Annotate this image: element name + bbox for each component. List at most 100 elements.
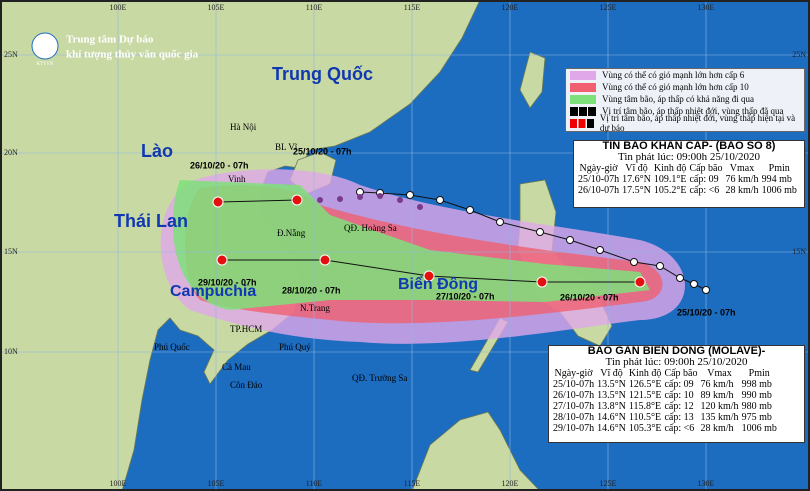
lat-label: 10N xyxy=(4,347,18,356)
table-cell: 109.1°E xyxy=(653,174,687,185)
table-cell: 13.8°N xyxy=(597,401,626,412)
header-cell: Ngày-giờ xyxy=(579,163,618,174)
header-cell: Vĩ độ xyxy=(625,163,648,174)
map-label: Biển Đông xyxy=(398,275,478,293)
table-cell: 998 mb xyxy=(741,379,772,390)
bulletin: TIN BAO KHAN CAP- (BAO SO 8) Tin phát lúc… xyxy=(573,140,805,208)
header-cell: Pmin xyxy=(768,163,790,174)
map-label: 25/10/20 - 07h xyxy=(293,146,352,156)
map-label: Hà Nội xyxy=(230,122,257,132)
map-label: Côn Đảo xyxy=(230,380,263,390)
table-cell: 13.5°N xyxy=(597,379,626,390)
lon-label: 115E xyxy=(404,479,421,488)
lon-label: 110E xyxy=(306,3,323,12)
table-row: 28/10-07h 14.6°N 110.5°E cấp: 13 135 km/h 975… xyxy=(553,412,780,423)
header-line: Trung tâm Dự báo xyxy=(66,34,154,46)
lon-label: 100E xyxy=(110,479,127,488)
table-cell: 76 km/h xyxy=(725,174,759,185)
header-cell: Vmax xyxy=(729,163,755,174)
legend-item: Vùng có thể có gió mạnh lớn hơn cấp 10 xyxy=(566,81,804,93)
lat-label: 25N xyxy=(4,50,18,59)
lat-label: 15N xyxy=(4,247,18,256)
past-position xyxy=(317,197,323,203)
map-label: QĐ. Trường Sa xyxy=(352,373,407,383)
table-cell: 121.5°E xyxy=(628,390,662,401)
logo xyxy=(31,32,59,60)
past-position xyxy=(466,206,474,214)
map-label: 28/10/20 - 07h xyxy=(282,285,341,295)
table-cell: 25/10-07h xyxy=(578,174,620,185)
past-position xyxy=(496,218,504,226)
legend-text: Vùng tâm bão, áp thấp có khả năng đi qua xyxy=(602,94,754,104)
table-cell: 120 km/h xyxy=(700,401,739,412)
bulletin-table: Ngày-giờ Vĩ độ Kinh độ Cấp bão Vmax Pmin 25/10… xyxy=(578,163,800,196)
header-line: khí tượng thủy văn quốc gia xyxy=(66,49,199,61)
table-cell: 1006 mb xyxy=(761,185,797,196)
lon-label: 105E xyxy=(208,3,225,12)
past-position xyxy=(676,274,684,282)
legend-item: Vị trí tâm bão, áp thấp nhiệt đới, vùng … xyxy=(566,105,804,117)
table-cell: 26/10-07h xyxy=(578,185,620,196)
storm-position xyxy=(291,194,303,206)
past-position xyxy=(397,197,403,203)
map-label: Phú Quốc xyxy=(154,342,190,352)
map-label: BL Vĩ xyxy=(275,142,298,152)
map-label: 26/10/20 - 07h xyxy=(560,292,619,302)
table-cell: 1006 mb xyxy=(741,423,777,434)
legend-item: Vùng có thể có gió mạnh lớn hơn cấp 6 xyxy=(566,69,804,81)
lon-label: 120E xyxy=(502,3,519,12)
bulletin-table: Ngày-giờ Vĩ độ Kinh độ Cấp bão Vmax Pmin 25/10… xyxy=(553,368,780,434)
table-row: 29/10-07h 14.6°N 105.3°E cấp: <6 28 km/h 1006… xyxy=(553,423,780,434)
table-cell: 89 km/h xyxy=(700,390,734,401)
table-cell: cấp: 09 xyxy=(689,174,719,185)
lon-label: 105E xyxy=(208,479,225,488)
past-position xyxy=(377,193,383,199)
past-position xyxy=(357,194,363,200)
past-position xyxy=(337,196,343,202)
table-cell: cấp: <6 xyxy=(689,185,720,196)
lon-label: 130E xyxy=(698,479,715,488)
header-cell: Ngày-giờ xyxy=(554,368,593,379)
table-cell: 994 mb xyxy=(761,174,792,185)
borneo xyxy=(411,411,541,491)
header-cell: Pmin xyxy=(748,368,770,379)
lon-label: 115E xyxy=(404,3,421,12)
table-row: 25/10-07h 17.6°N 109.1°E cấp: 09 76 km/h 994 … xyxy=(578,174,800,185)
table-cell: 105.3°E xyxy=(628,423,662,434)
past-position xyxy=(406,191,414,199)
table-row: 25/10-07h 13.5°N 126.5°E cấp: 09 76 km/h 998 … xyxy=(553,379,780,390)
map-label: 29/10/20 - 07h xyxy=(198,277,257,287)
lat-label: 20N xyxy=(4,148,18,157)
map-label: N.Trang xyxy=(300,303,330,313)
table-cell: 105.2°E xyxy=(653,185,687,196)
past-position xyxy=(596,246,604,254)
header-cell: Vĩ độ xyxy=(600,368,623,379)
past-position xyxy=(630,258,638,266)
lat-label: 15N xyxy=(792,247,806,256)
table-row: 26/10-07h 17.5°N 105.2°E cấp: <6 28 km/h 1006… xyxy=(578,185,800,196)
past-position xyxy=(566,236,574,244)
past-position xyxy=(417,204,423,210)
map-label: Lào xyxy=(141,141,173,161)
table-row: 26/10-07h 13.5°N 121.5°E cấp: 10 89 km/h 990 … xyxy=(553,390,780,401)
past-position xyxy=(690,280,698,288)
table-cell: cấp: <6 xyxy=(664,423,695,434)
lon-label: 125E xyxy=(600,479,617,488)
table-cell: 76 km/h xyxy=(700,379,734,390)
bulletin: BAO GAN BIEN DONG (MOLAVE)- Tin phát lúc:… xyxy=(548,345,805,443)
legend-text: Vùng có thể có gió mạnh lớn hơn cấp 10 xyxy=(602,82,749,92)
header-cell: Kinh độ xyxy=(628,368,662,379)
map-label: Thái Lan xyxy=(114,211,188,231)
legend-text: Vùng có thể có gió mạnh lớn hơn cấp 6 xyxy=(602,70,745,80)
header-cell: Cấp bão xyxy=(689,163,723,174)
map-label: Trung Quốc xyxy=(272,64,373,84)
bulletin-issued: Tin phát lúc: 09:00h 25/10/2020 xyxy=(605,356,748,368)
cone xyxy=(172,180,650,310)
header-cell: Kinh độ xyxy=(653,163,687,174)
lat-label: 25N xyxy=(792,50,806,59)
table-cell: 135 km/h xyxy=(700,412,739,423)
table-cell: 14.6°N xyxy=(597,412,626,423)
bulletin-issued: Tin phát lúc: 09:00h 25/10/2020 xyxy=(618,151,760,163)
